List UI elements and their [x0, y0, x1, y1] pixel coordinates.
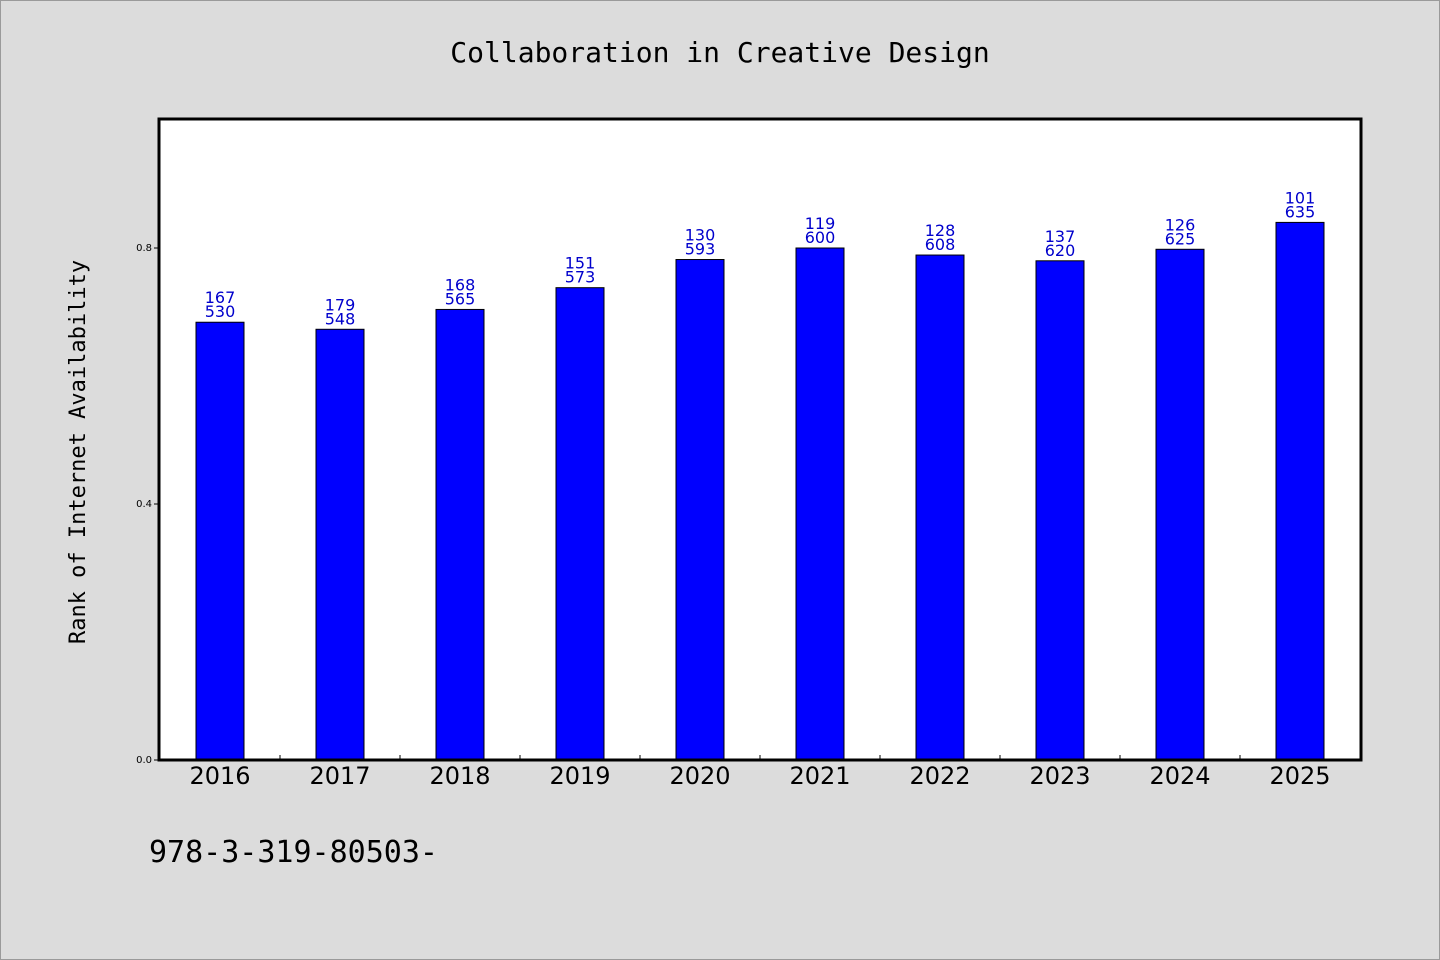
- x-tick-label-2021: 2021: [789, 762, 850, 790]
- x-tick-label-2025: 2025: [1269, 762, 1330, 790]
- bar-2024: [1155, 248, 1205, 761]
- bar-2018: [435, 308, 485, 761]
- data-label-2023-top: 137: [1045, 227, 1076, 246]
- data-label-2016-bottom: 530: [205, 302, 236, 321]
- data-label-2021-top: 119: [805, 214, 836, 233]
- x-axis: 2016 2017 2018 2019 2020 2021 2022 2023 2024 2025: [189, 755, 1331, 790]
- data-label-2021-bottom: 600: [805, 228, 836, 247]
- bar-2017: [315, 328, 365, 761]
- bar-2023: [1035, 260, 1085, 761]
- bar-2020: [675, 259, 725, 761]
- data-label-2024-top: 126: [1165, 215, 1196, 234]
- data-label-2025-top: 101: [1285, 188, 1316, 207]
- bar-2021: [795, 247, 845, 761]
- y-axis-label: Rank of Internet Availability: [66, 260, 91, 644]
- y-axis: 0.0 0.4 0.8: [136, 243, 160, 766]
- data-label-2017-bottom: 548: [325, 309, 356, 328]
- bars: [195, 221, 1325, 761]
- bar-2025: [1275, 221, 1325, 761]
- data-label-2022-top: 128: [925, 221, 956, 240]
- data-label-2016-top: 167: [205, 288, 236, 307]
- x-tick-label-2023: 2023: [1029, 762, 1090, 790]
- x-tick-label-2019: 2019: [549, 762, 610, 790]
- bar-2019: [555, 287, 605, 761]
- bar-2016: [195, 321, 245, 761]
- y-tick-label-0.8: 0.8: [136, 243, 152, 254]
- data-label-2017-top: 179: [325, 295, 356, 314]
- x-tick-label-2020: 2020: [669, 762, 730, 790]
- x-tick-label-2016: 2016: [189, 762, 250, 790]
- data-label-2019-top: 151: [565, 254, 596, 273]
- y-tick-label-0.4: 0.4: [136, 499, 152, 510]
- y-tick-label-0.0: 0.0: [136, 755, 152, 766]
- x-tick-label-2018: 2018: [429, 762, 490, 790]
- x-tick-label-2024: 2024: [1149, 762, 1210, 790]
- data-label-2023-bottom: 620: [1045, 241, 1076, 260]
- bar-2022: [915, 254, 965, 761]
- x-tick-label-2022: 2022: [909, 762, 970, 790]
- data-label-2018-top: 168: [445, 275, 476, 294]
- data-label-2025-bottom: 635: [1285, 202, 1316, 221]
- data-label-2020-bottom: 593: [685, 240, 716, 259]
- data-label-2020-top: 130: [685, 226, 716, 245]
- footer-isbn-text: 978-3-319-80503-: [149, 835, 438, 870]
- data-label-2018-bottom: 565: [445, 289, 476, 308]
- data-label-2022-bottom: 608: [925, 235, 956, 254]
- x-tick-label-2017: 2017: [309, 762, 370, 790]
- data-label-2024-bottom: 625: [1165, 229, 1196, 248]
- chart-title: Collaboration in Creative Design: [450, 36, 989, 69]
- data-label-2019-bottom: 573: [565, 268, 596, 287]
